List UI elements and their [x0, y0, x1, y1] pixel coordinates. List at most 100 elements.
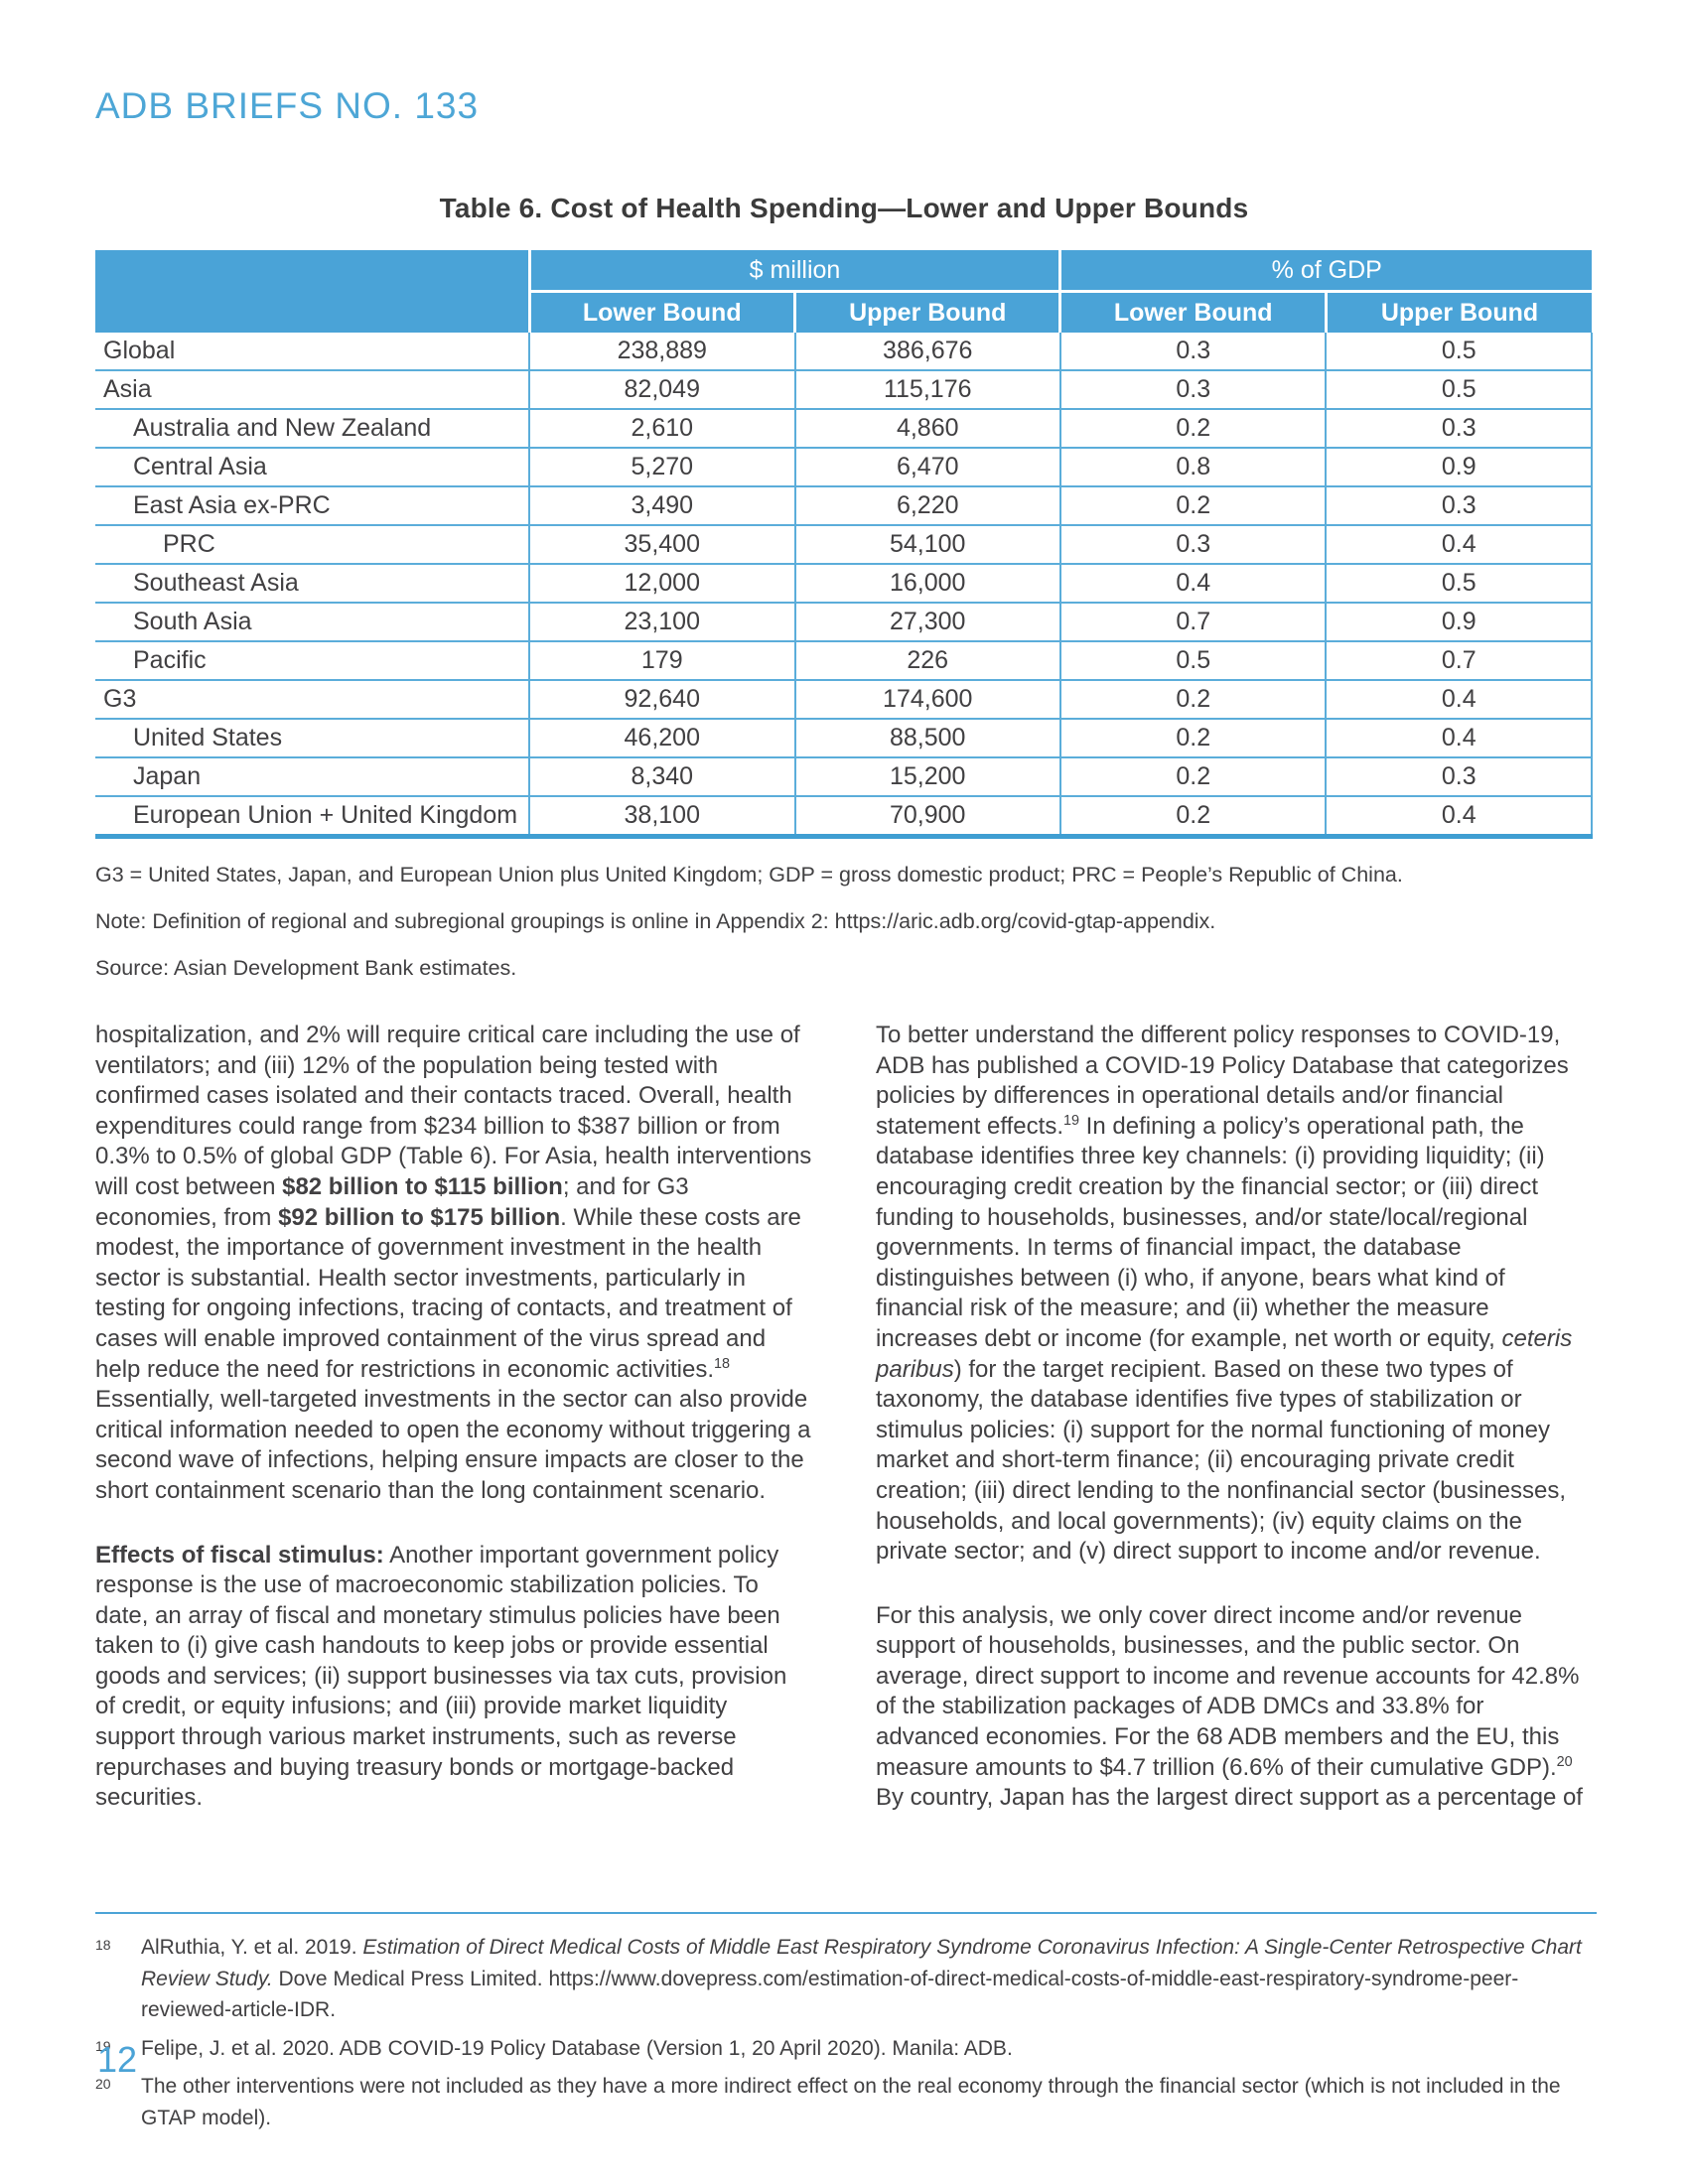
footnote-ref: 18 — [713, 1355, 730, 1372]
table-row: PRC 35,400 54,100 0.3 0.4 — [95, 525, 1593, 565]
paragraph: For this analysis, we only cover direct … — [876, 1601, 1593, 1814]
row-value: 27,300 — [793, 603, 1060, 642]
row-value: 0.2 — [1058, 680, 1327, 720]
row-value: 0.2 — [1058, 796, 1327, 839]
brief-masthead: ADB BRIEFS NO. 133 — [95, 85, 480, 126]
footnote-ref: 19 — [1063, 1112, 1080, 1129]
row-value: 88,500 — [793, 719, 1060, 758]
row-label: Global — [95, 333, 530, 371]
footnote-number: 18 — [95, 1937, 111, 1953]
row-value: 0.3 — [1325, 757, 1593, 797]
text-segment: In defining a policy’s operational path,… — [876, 1112, 1545, 1352]
row-label: East Asia ex-PRC — [95, 486, 530, 526]
table-row: G3 92,640 174,600 0.2 0.4 — [95, 680, 1593, 720]
row-value: 0.9 — [1325, 448, 1593, 487]
row-value: 15,200 — [793, 757, 1060, 797]
text-segment: ceteris paribus — [876, 1324, 1573, 1383]
row-value: 0.3 — [1058, 525, 1327, 565]
row-value: 6,470 — [793, 448, 1060, 487]
text-segment: . While these costs are modest, the impo… — [95, 1203, 801, 1383]
table-row: Southeast Asia 12,000 16,000 0.4 0.5 — [95, 564, 1593, 604]
row-value: 3,490 — [528, 486, 795, 526]
table-section: Table 6. Cost of Health Spending—Lower a… — [95, 193, 1593, 1001]
table-row: Australia and New Zealand 2,610 4,860 0.2 0.… — [95, 409, 1593, 449]
row-value: 46,200 — [528, 719, 795, 758]
table-body: Global 238,889 386,676 0.3 0.5 Asia 82,049 115,… — [95, 333, 1593, 839]
row-value: 0.5 — [1325, 370, 1593, 410]
row-value: 12,000 — [528, 564, 795, 604]
row-value: 4,860 — [793, 409, 1060, 449]
row-value: 386,676 — [793, 333, 1060, 371]
table-row: Pacific 179 226 0.5 0.7 — [95, 641, 1593, 681]
row-value: 0.3 — [1325, 486, 1593, 526]
row-label: PRC — [95, 525, 530, 565]
row-value: 0.4 — [1325, 680, 1593, 720]
footnote-text: Felipe, J. et al. 2020. ADB COVID-19 Pol… — [141, 2033, 1597, 2065]
row-label: Southeast Asia — [95, 564, 530, 604]
paragraph: Effects of fiscal stimulus: Another impo… — [95, 1541, 812, 1814]
row-value: 38,100 — [528, 796, 795, 839]
text-segment: Felipe, J. et al. 2020. ADB COVID-19 Pol… — [141, 2036, 1013, 2060]
row-value: 6,220 — [793, 486, 1060, 526]
row-value: 2,610 — [528, 409, 795, 449]
cost-of-health-spending-table: $ million % of GDP Lower Bound Upper Bou… — [95, 250, 1593, 839]
right-column: To better understand the different polic… — [876, 1021, 1593, 1847]
paragraph: To better understand the different polic… — [876, 1021, 1593, 1568]
row-value: 0.4 — [1325, 796, 1593, 839]
table-row: Asia 82,049 115,176 0.3 0.5 — [95, 370, 1593, 410]
table-corner-cell — [95, 250, 531, 333]
table-note: Source: Asian Development Bank estimates… — [95, 956, 517, 981]
row-value: 5,270 — [528, 448, 795, 487]
row-value: 92,640 — [528, 680, 795, 720]
col-header-upper-bound-gdp: Upper Bound — [1326, 291, 1592, 333]
text-segment: Another important government policy resp… — [95, 1541, 787, 1812]
row-value: 0.8 — [1058, 448, 1327, 487]
text-segment: By country, Japan has the largest direct… — [876, 1784, 1583, 1812]
text-segment: $92 billion to $175 billion — [278, 1203, 561, 1231]
row-label: Central Asia — [95, 448, 530, 487]
table-row: Japan 8,340 15,200 0.2 0.3 — [95, 757, 1593, 797]
row-value: 23,100 — [528, 603, 795, 642]
col-header-upper-bound-million: Upper Bound — [794, 291, 1062, 333]
row-value: 0.4 — [1325, 719, 1593, 758]
row-value: 0.3 — [1325, 409, 1593, 449]
text-segment: To better understand the different polic… — [876, 1022, 1569, 1140]
row-label: Japan — [95, 757, 530, 797]
footnote-text: AlRuthia, Y. et al. 2019. Estimation of … — [141, 1932, 1597, 2026]
row-label: Pacific — [95, 641, 530, 681]
text-segment: Estimation of Direct Medical Costs of Mi… — [141, 1936, 1582, 1990]
row-value: 0.4 — [1058, 564, 1327, 604]
row-label: United States — [95, 719, 530, 758]
text-segment: Dove Medical Press Limited. https://www.… — [141, 1967, 1519, 2022]
footnote-number: 19 — [95, 2037, 111, 2054]
row-value: 0.9 — [1325, 603, 1593, 642]
row-value: 70,900 — [793, 796, 1060, 839]
table-row: United States 46,200 88,500 0.2 0.4 — [95, 719, 1593, 758]
group-header-million: $ million — [529, 250, 1062, 293]
footnote-text: The other interventions were not include… — [141, 2071, 1597, 2133]
row-value: 8,340 — [528, 757, 795, 797]
row-value: 0.7 — [1325, 641, 1593, 681]
row-label: European Union + United Kingdom — [95, 796, 530, 839]
footnote-ref: 20 — [1556, 1753, 1573, 1770]
row-value: 0.7 — [1058, 603, 1327, 642]
text-segment: Effects of fiscal stimulus: — [95, 1541, 384, 1569]
row-value: 174,600 — [793, 680, 1060, 720]
table-row: Central Asia 5,270 6,470 0.8 0.9 — [95, 448, 1593, 487]
paragraph: hospitalization, and 2% will require cri… — [95, 1021, 812, 1507]
table-note: G3 = United States, Japan, and European … — [95, 863, 1403, 887]
text-segment: Essentially, well-targeted investments i… — [95, 1386, 811, 1504]
footnote: 19 Felipe, J. et al. 2020. ADB COVID-19 P… — [95, 2033, 1597, 2065]
row-value: 0.5 — [1325, 564, 1593, 604]
table-row: South Asia 23,100 27,300 0.7 0.9 — [95, 603, 1593, 642]
text-segment: AlRuthia, Y. et al. 2019. — [141, 1936, 363, 1959]
row-label: G3 — [95, 680, 530, 720]
footnote: 20 The other interventions were not inclu… — [95, 2071, 1597, 2133]
col-header-lower-bound-million: Lower Bound — [529, 291, 797, 333]
table-row: European Union + United Kingdom 38,100 70,… — [95, 796, 1593, 839]
table-row: East Asia ex-PRC 3,490 6,220 0.2 0.3 — [95, 486, 1593, 526]
table-row: Global 238,889 386,676 0.3 0.5 — [95, 333, 1593, 371]
row-value: 0.2 — [1058, 757, 1327, 797]
body-text: hospitalization, and 2% will require cri… — [95, 1021, 1593, 1847]
